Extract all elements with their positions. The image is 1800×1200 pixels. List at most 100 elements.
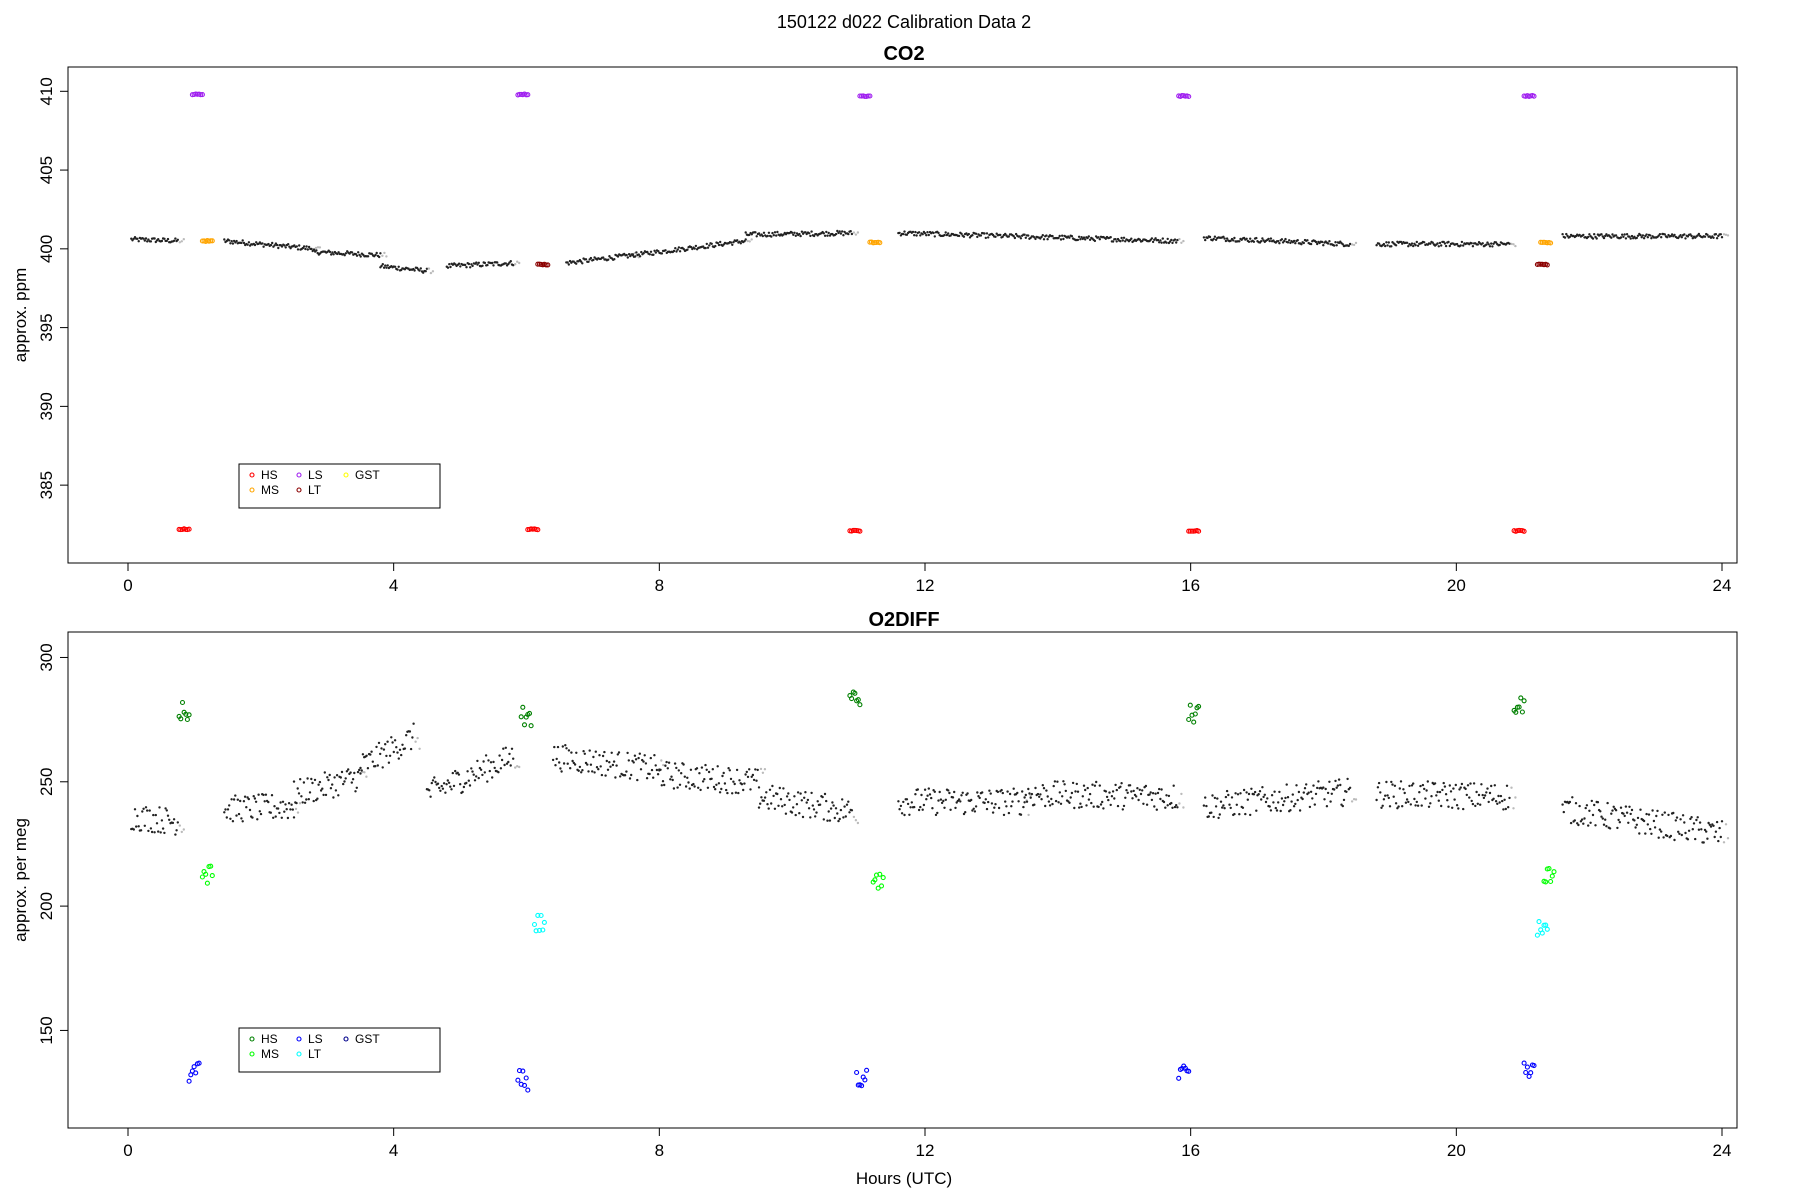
- co2-ambient-point: [1619, 236, 1623, 239]
- o2diff-ambient-point: [1063, 783, 1066, 786]
- co2-ambient-point: [289, 247, 292, 250]
- co2-cal-point-ms: [877, 240, 883, 246]
- o2diff-ambient-point: [1004, 800, 1007, 803]
- co2-ambient-point: [985, 232, 989, 235]
- co2-x-tick-label: 4: [389, 576, 398, 595]
- co2-ambient-point: [1040, 235, 1043, 239]
- co2-cal-point-ls: [865, 93, 871, 99]
- co2-ambient-point: [1712, 236, 1715, 239]
- co2-ambient-point: [1080, 236, 1083, 239]
- co2-ambient-point: [1175, 241, 1178, 244]
- o2diff-ambient-point: [1713, 835, 1716, 839]
- co2-ambient-point: [903, 230, 906, 233]
- o2diff-ambient-point: [1475, 790, 1478, 794]
- co2-ambient-point: [1213, 235, 1217, 238]
- o2diff-cal-point-ms: [203, 871, 209, 877]
- o2diff-ambient-point: [1234, 792, 1237, 795]
- co2-ambient-point: [809, 234, 812, 238]
- o2diff-ambient-point: [1242, 788, 1246, 792]
- o2diff-ambient-point: [1339, 783, 1342, 787]
- o2diff-ambient-point: [556, 745, 560, 749]
- co2-ambient-point: [902, 232, 905, 236]
- o2diff-ambient-point: [307, 798, 310, 801]
- o2diff-ambient-point: [1085, 804, 1088, 807]
- o2diff-ambient-point: [1382, 798, 1386, 801]
- o2diff-ambient-point: [1281, 803, 1285, 807]
- co2-ambient-point: [1405, 241, 1409, 244]
- o2diff-ambient-point: [957, 798, 961, 801]
- co2-flushing-point: [1722, 233, 1726, 236]
- o2diff-ambient-point: [899, 804, 903, 808]
- co2-ambient-point: [1314, 240, 1318, 244]
- co2-ambient-point: [675, 250, 678, 253]
- o2diff-ambient-point: [391, 741, 394, 744]
- co2-ambient-point: [393, 265, 397, 268]
- o2diff-ambient-point: [984, 798, 987, 801]
- co2-ambient-point: [1168, 240, 1172, 243]
- o2diff-ambient-point: [931, 807, 934, 810]
- co2-flushing-point: [383, 251, 386, 255]
- o2diff-ambient-point: [841, 798, 844, 801]
- o2diff-ambient-point: [1088, 792, 1092, 796]
- co2-ambient-point: [772, 234, 775, 237]
- o2diff-ambient-point: [928, 793, 932, 796]
- o2diff-ambient-point: [382, 748, 386, 751]
- co2-ambient-point: [1658, 233, 1662, 236]
- o2diff-ambient-point: [822, 818, 825, 821]
- o2diff-ambient-point: [1424, 797, 1427, 800]
- o2diff-ambient-point: [710, 777, 713, 780]
- co2-cal-point-hs: [850, 527, 856, 533]
- co2-ambient-point: [512, 264, 515, 267]
- co2-ambient-point: [1486, 241, 1489, 244]
- co2-ambient-point: [766, 234, 769, 238]
- co2-ambient-point: [1666, 236, 1669, 239]
- o2diff-ambient-point: [922, 803, 926, 807]
- o2diff-ambient-point: [1345, 790, 1348, 793]
- o2diff-cal-point-hs: [1196, 703, 1202, 709]
- o2diff-ambient-point: [147, 829, 150, 833]
- co2-ambient-point: [773, 231, 777, 234]
- o2diff-ambient-point: [571, 759, 574, 763]
- co2-ambient-point: [839, 232, 843, 235]
- o2diff-ambient-point: [412, 722, 415, 725]
- o2diff-ambient-point: [343, 780, 346, 783]
- o2diff-ambient-point: [939, 798, 943, 801]
- co2-ambient-point: [782, 233, 785, 236]
- co2-x-tick-label: 12: [916, 576, 935, 595]
- co2-ambient-point: [1642, 237, 1646, 240]
- co2-ambient-point: [566, 261, 569, 264]
- o2diff-ambient-point: [308, 791, 312, 794]
- o2diff-ambient-point: [1605, 825, 1608, 828]
- o2diff-flushing-point: [1027, 813, 1030, 817]
- o2diff-ambient-point: [497, 771, 500, 774]
- co2-ambient-point: [1460, 240, 1464, 244]
- o2diff-ambient-point: [743, 782, 746, 785]
- o2diff-ambient-point: [1239, 792, 1242, 795]
- o2diff-cal-point-hs: [1186, 716, 1192, 723]
- co2-ambient-point: [1156, 238, 1160, 242]
- co2-ambient-point: [1611, 233, 1614, 236]
- o2diff-ambient-point: [247, 797, 250, 801]
- co2-ambient-point: [664, 249, 667, 252]
- o2diff-ambient-point: [744, 773, 747, 776]
- o2diff-ambient-point: [1479, 803, 1482, 806]
- o2diff-ambient-point: [914, 793, 917, 796]
- o2diff-ambient-point: [1503, 798, 1506, 801]
- o2diff-ambient-point: [1435, 794, 1438, 797]
- o2diff-cal-point-hs: [178, 716, 184, 722]
- o2diff-ambient-point: [370, 750, 373, 753]
- o2diff-ambient-point: [598, 754, 601, 757]
- o2diff-ambient-point: [906, 802, 910, 806]
- co2-ambient-point: [1268, 239, 1271, 243]
- o2diff-ambient-point: [1095, 780, 1098, 784]
- o2diff-cal-point-hs: [1187, 702, 1193, 708]
- o2diff-ambient-point: [142, 807, 145, 810]
- co2-ambient-point: [467, 262, 471, 266]
- co2-flushing-point: [431, 270, 435, 273]
- o2diff-ambient-point: [1627, 821, 1630, 824]
- co2-ambient-point: [792, 233, 795, 236]
- o2diff-ambient-point: [323, 771, 326, 774]
- co2-ambient-point: [616, 255, 620, 258]
- figure-title: 150122 d022 Calibration Data 2: [777, 12, 1031, 32]
- o2diff-flushing-point: [854, 819, 858, 822]
